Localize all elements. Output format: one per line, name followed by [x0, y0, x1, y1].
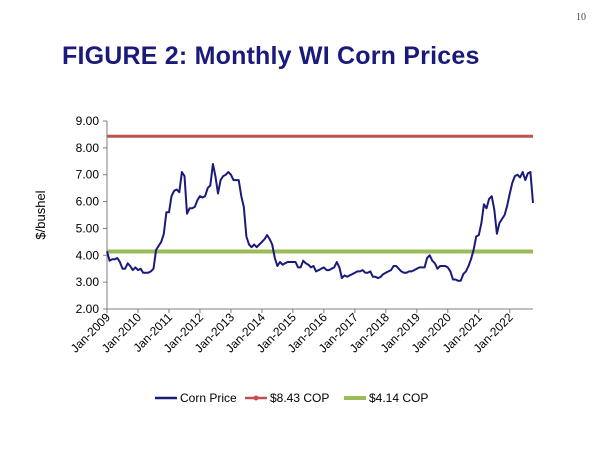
y-tick-label: 6.00 — [76, 195, 100, 209]
legend-label: $4.14 COP — [369, 391, 428, 405]
y-tick-label: 7.00 — [76, 168, 100, 182]
legend-corn-price: Corn Price — [155, 391, 237, 405]
y-tick-label: 9.00 — [76, 114, 100, 128]
chart-axes — [106, 121, 533, 310]
chart-series — [106, 134, 534, 282]
legend-cop-843: $8.43 COP — [245, 391, 329, 405]
corn-price-line — [106, 163, 534, 282]
y-tick-label: 5.00 — [76, 221, 100, 235]
y-tick-label: 3.00 — [76, 275, 100, 289]
y-axis-label: $/bushel — [33, 190, 48, 239]
chart-legend: Corn Price $8.43 COP $4.14 COP — [155, 391, 428, 405]
x-tick-labels: Jan-2009Jan-2010Jan-2011Jan-2012Jan-2013… — [68, 309, 516, 356]
chart-title: FIGURE 2: Monthly WI Corn Prices — [62, 42, 480, 70]
y-tick-labels: 2.00 3.00 4.00 5.00 6.00 7.00 8.00 9.00 — [76, 114, 107, 316]
page-number: 10 — [576, 12, 586, 23]
y-tick-label: 8.00 — [76, 141, 100, 155]
y-tick-label: 4.00 — [76, 248, 100, 262]
legend-label: $8.43 COP — [270, 391, 329, 405]
legend-label: Corn Price — [180, 391, 237, 405]
y-tick-label: 2.00 — [76, 302, 100, 316]
legend-cop-414: $4.14 COP — [344, 391, 428, 405]
legend-marker — [253, 395, 259, 401]
